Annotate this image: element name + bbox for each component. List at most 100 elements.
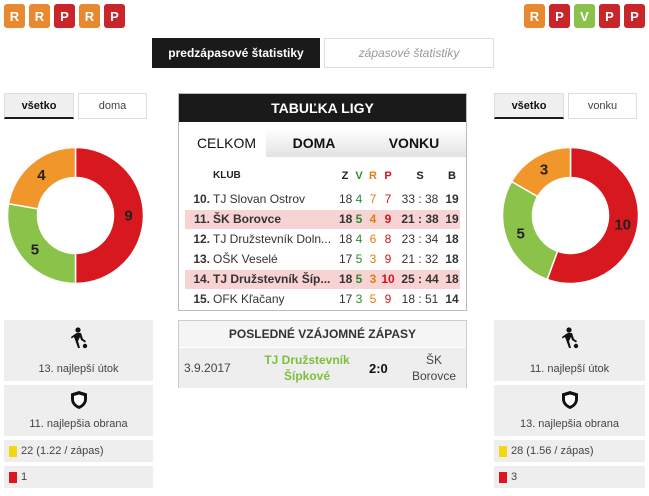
- red-card-icon: [499, 471, 507, 483]
- row-score: 21 : 32: [401, 252, 439, 266]
- tab-match-stats[interactable]: zápasové štatistiky: [324, 38, 494, 68]
- table-row[interactable]: 15. OFK Kľačany 17 3 5 9 18 : 51 14: [185, 290, 460, 309]
- row-played: 18: [339, 212, 353, 226]
- home-tab-all[interactable]: všetko: [4, 93, 74, 119]
- home-donut-draws-slice: [7, 147, 77, 210]
- row-played: 18: [339, 232, 353, 246]
- table-row[interactable]: 14. TJ Družstevník Šíp... 18 5 3 10 25 : 44 18: [185, 270, 460, 289]
- row-rank: 10.: [193, 192, 210, 206]
- row-wins: 3: [355, 292, 363, 306]
- head-to-head-match[interactable]: 3.9.2017 TJ Družstevník Šípkové 2:0 ŠK B…: [179, 348, 466, 388]
- row-draws: 6: [369, 232, 377, 246]
- home-form-badge: P: [54, 4, 75, 28]
- shield-icon: [70, 391, 87, 409]
- header-score: S: [416, 170, 424, 182]
- row-draws: 7: [369, 192, 377, 206]
- row-club[interactable]: ŠK Borovce: [213, 212, 282, 226]
- row-played: 18: [339, 192, 353, 206]
- league-tabs: CELKOM DOMA VONKU: [187, 129, 466, 157]
- league-table: TABUĽKA LIGY CELKOM DOMA VONKU KLUB Z V …: [178, 93, 467, 311]
- yellow-card-icon: [499, 445, 507, 457]
- home-defense-label: 11. najlepšia obrana: [29, 418, 128, 430]
- row-draws: 3: [369, 252, 377, 266]
- row-draws: 4: [369, 212, 377, 226]
- row-rank: 14.: [193, 272, 210, 286]
- league-tab-overall[interactable]: CELKOM: [187, 129, 266, 157]
- row-wins: 5: [355, 272, 363, 286]
- row-points: 18: [445, 232, 459, 246]
- header-points: B: [448, 170, 456, 182]
- match-away-team: ŠK Borovce: [411, 353, 457, 383]
- away-form-badge: P: [599, 4, 620, 28]
- table-row[interactable]: 12. TJ Družstevník Doln... 18 4 6 8 23 : 34 18: [185, 230, 460, 249]
- row-points: 18: [445, 272, 459, 286]
- home-red-cards: 1: [4, 466, 153, 488]
- away-donut-draws-label: 3: [540, 162, 548, 179]
- row-losses: 9: [384, 212, 392, 226]
- row-losses: 10: [381, 272, 395, 286]
- away-form-badge: P: [624, 4, 645, 28]
- stats-tabs: predzápasové štatistiky zápasové štatist…: [152, 38, 494, 68]
- away-donut-losses-slice: [546, 147, 639, 284]
- header-draws: R: [369, 170, 377, 182]
- row-club[interactable]: OŠK Veselé: [213, 252, 278, 266]
- row-played: 17: [339, 252, 353, 266]
- away-form-badge: R: [524, 4, 545, 28]
- home-attack-label: 13. najlepší útok: [38, 363, 119, 375]
- row-played: 17: [339, 292, 353, 306]
- row-score: 18 : 51: [401, 292, 439, 306]
- home-donut-losses-slice: [74, 147, 144, 284]
- away-defense-label: 13. najlepšia obrana: [519, 418, 620, 430]
- away-red-cards: 3: [494, 466, 645, 488]
- away-tab-all[interactable]: všetko: [494, 93, 564, 119]
- league-table-title: TABUĽKA LIGY: [179, 94, 466, 122]
- row-score: 33 : 38: [401, 192, 439, 206]
- away-yellow-cards-value: 28 (1.56 / zápas): [511, 445, 594, 457]
- league-tab-away[interactable]: VONKU: [362, 129, 466, 157]
- table-row[interactable]: 11. ŠK Borovce 18 5 4 9 21 : 38 19: [185, 210, 460, 229]
- red-card-icon: [9, 471, 17, 483]
- home-yellow-cards-value: 22 (1.22 / zápas): [21, 445, 104, 457]
- home-defense-box: 11. najlepšia obrana: [4, 385, 153, 436]
- away-donut-wins-label: 5: [517, 226, 525, 243]
- row-wins: 5: [355, 252, 363, 266]
- home-form-badge: R: [29, 4, 50, 28]
- header-losses: P: [384, 170, 392, 182]
- home-donut-losses-label: 9: [124, 208, 132, 225]
- row-score: 25 : 44: [401, 272, 439, 286]
- row-rank: 15.: [193, 292, 210, 306]
- away-donut-losses-label: 10: [614, 217, 631, 234]
- table-row[interactable]: 10. TJ Slovan Ostrov 18 4 7 7 33 : 38 19: [185, 190, 460, 209]
- row-wins: 5: [355, 212, 363, 226]
- away-form-badge: V: [574, 4, 595, 28]
- row-wins: 4: [355, 232, 363, 246]
- league-tab-home[interactable]: DOMA: [266, 129, 362, 157]
- table-row[interactable]: 13. OŠK Veselé 17 5 3 9 21 : 32 18: [185, 250, 460, 269]
- tab-pre-match-stats[interactable]: predzápasové štatistiky: [152, 38, 320, 68]
- shield-icon: [561, 391, 578, 409]
- home-form: R R P R P: [4, 4, 125, 28]
- yellow-card-icon: [9, 445, 17, 457]
- home-form-badge: R: [4, 4, 25, 28]
- home-form-badge: P: [104, 4, 125, 28]
- row-points: 19: [445, 212, 459, 226]
- head-to-head-title: POSLEDNÉ VZÁJOMNÉ ZÁPASY: [179, 321, 466, 347]
- match-score: 2:0: [369, 361, 388, 376]
- league-table-header: KLUB Z V R P S B: [179, 170, 466, 184]
- match-home-team: TJ Družstevník Šípkové: [264, 353, 350, 383]
- row-rank: 12.: [193, 232, 210, 246]
- home-filter-tabs: všetko doma: [4, 93, 147, 119]
- row-club[interactable]: OFK Kľačany: [213, 292, 285, 306]
- away-tab-away[interactable]: vonku: [568, 93, 637, 119]
- home-attack-box: 13. najlepší útok: [4, 320, 153, 381]
- row-club[interactable]: TJ Družstevník Šíp...: [213, 272, 331, 286]
- row-club[interactable]: TJ Družstevník Doln...: [213, 232, 332, 246]
- home-donut-wins-label: 5: [31, 242, 39, 259]
- player-kick-icon: [561, 327, 578, 349]
- row-club[interactable]: TJ Slovan Ostrov: [213, 192, 306, 206]
- header-played: Z: [341, 170, 349, 182]
- row-points: 18: [445, 252, 459, 266]
- home-tab-home[interactable]: doma: [78, 93, 147, 119]
- home-donut-draws-label: 4: [37, 167, 46, 184]
- row-points: 19: [445, 192, 459, 206]
